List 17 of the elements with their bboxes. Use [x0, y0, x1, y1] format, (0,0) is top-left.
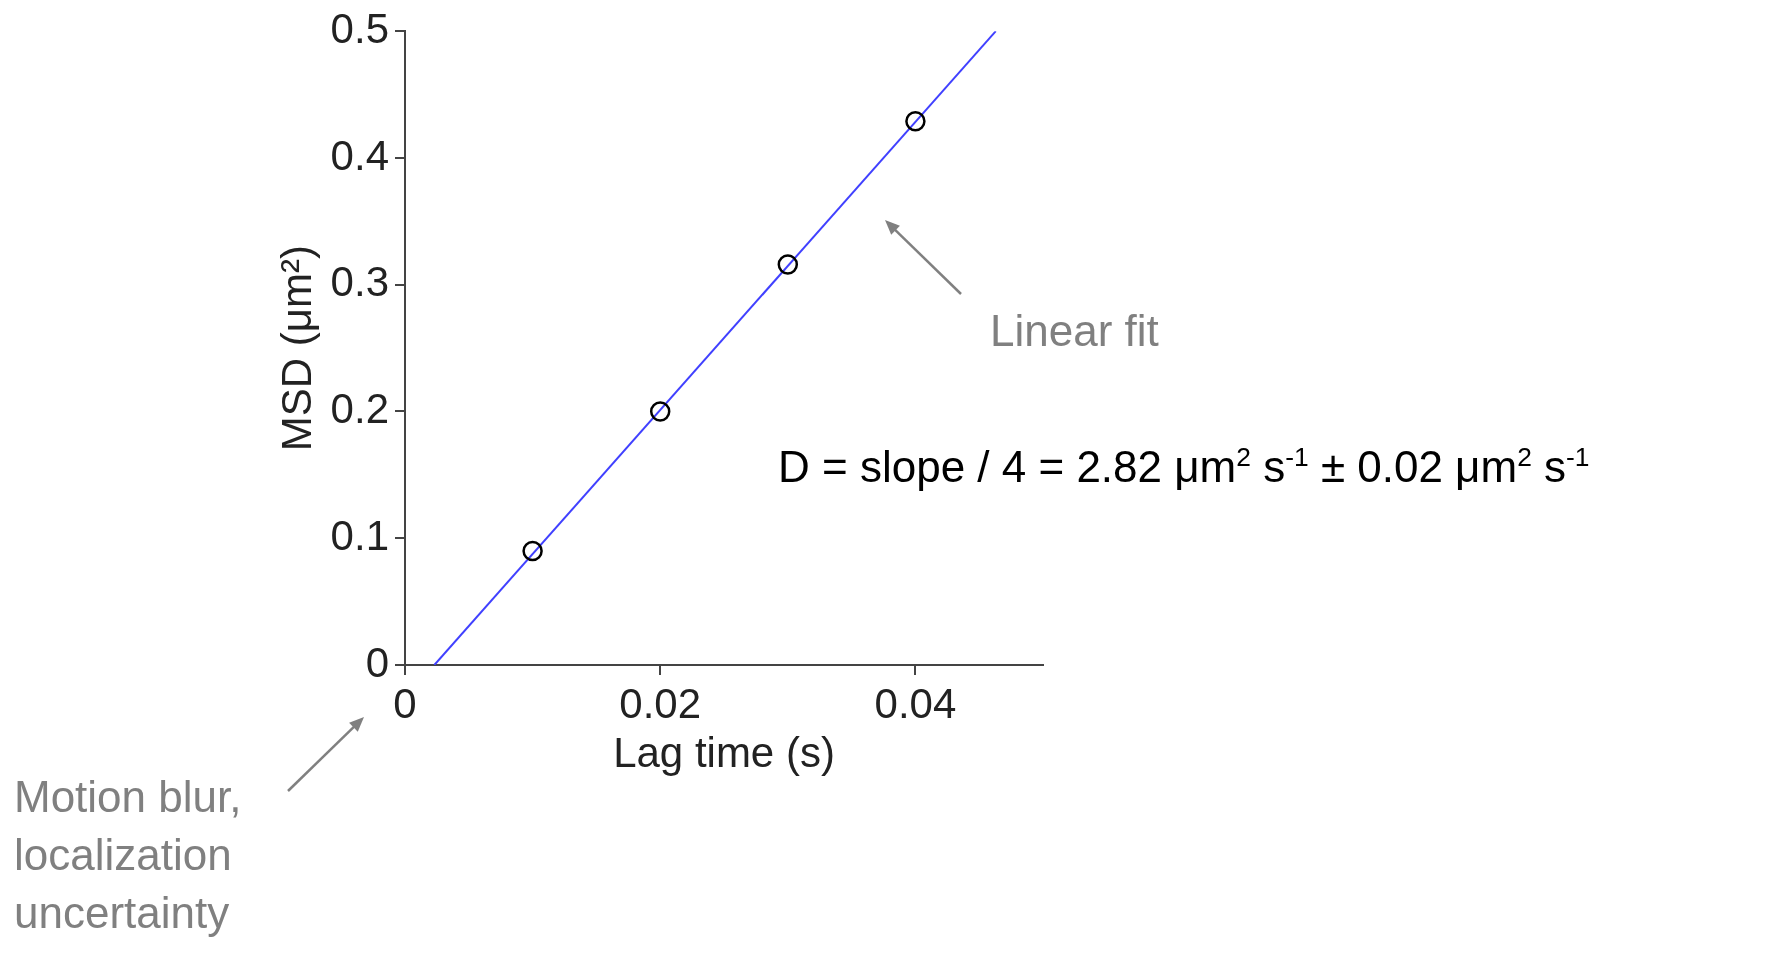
text: Motion blur, localization uncertainty: [14, 771, 243, 939]
annotation: Linear fit: [990, 305, 1159, 357]
y-tick-label: 0.4: [330, 131, 389, 179]
x-axis-title: Lag time (s): [613, 729, 835, 777]
annotation: D = slope / 4 = 2.82 μm$^{2}$ s$^{-1}$ ± 0.02 μm$^{2}$ s$^{-1}$: [778, 440, 1590, 493]
y-tick-label: 0.5: [330, 4, 389, 52]
y-tick-label: 0.1: [330, 511, 389, 559]
y-axis-title: MSD (μm²): [272, 245, 320, 452]
x-tick-label: 0.04: [874, 679, 957, 727]
x-tick-label: 0.02: [619, 679, 702, 727]
y-tick-label: 0.3: [330, 258, 389, 306]
point: [649, 401, 671, 422]
point: [905, 110, 926, 132]
point: [777, 254, 799, 275]
y-tick-label: 0: [365, 638, 389, 686]
point: [522, 540, 543, 562]
y-tick-label: 0.2: [330, 385, 389, 433]
